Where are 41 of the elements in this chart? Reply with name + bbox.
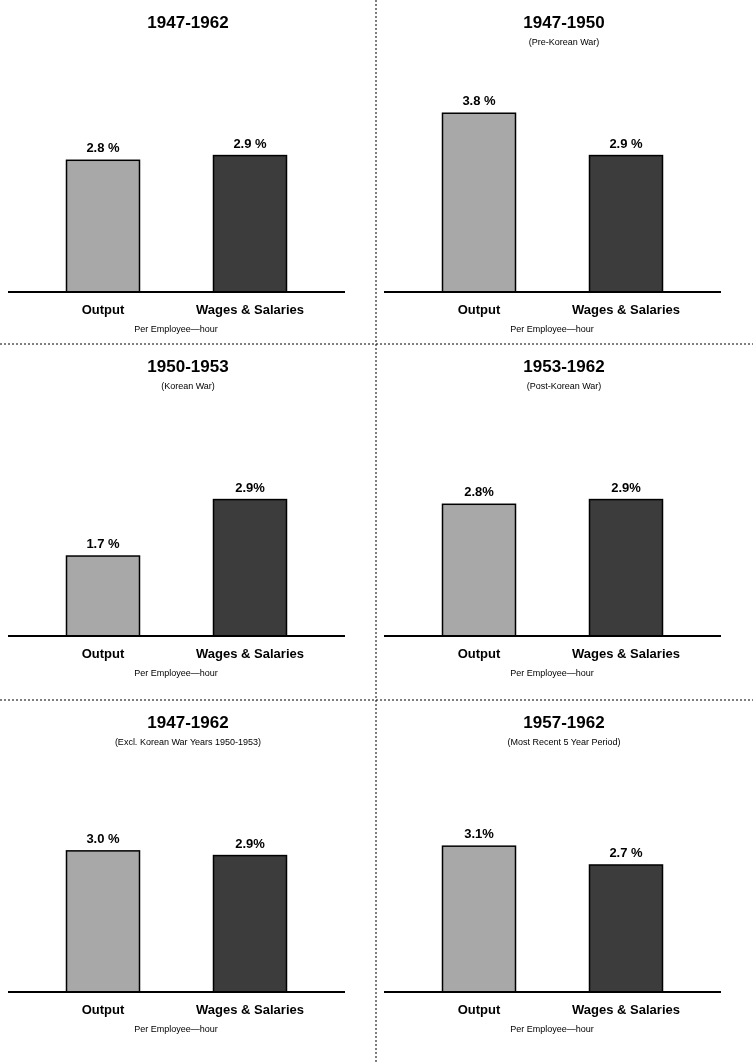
chart-subtitle: (Korean War) xyxy=(161,381,215,391)
x-tick-label: Wages & Salaries xyxy=(196,1002,304,1017)
data-label: 3.1% xyxy=(464,826,495,842)
chart-subtitle: (Pre-Korean War) xyxy=(528,37,600,47)
x-tick-label: Wages & Salaries xyxy=(572,302,680,317)
data-label: 2.9% xyxy=(235,835,266,851)
x-tick-label: Wages & Salaries xyxy=(196,302,304,317)
data-label: 2.9% xyxy=(235,479,266,495)
x-axis-title: Per Employee—hour xyxy=(134,324,218,334)
chart-title: 1947-1950 xyxy=(523,13,605,32)
chart-subtitle: (Post-Korean War) xyxy=(526,381,602,391)
x-tick-label: Output xyxy=(457,646,501,661)
x-axis-title: Per Employee—hour xyxy=(510,668,594,678)
chart-title: 1950-1953 xyxy=(147,357,229,376)
x-tick-label: Output xyxy=(81,1002,125,1017)
x-tick-label: Wages & Salaries xyxy=(572,646,680,661)
data-label: 2.9% xyxy=(611,479,642,495)
chart-subtitle: (Most Recent 5 Year Period) xyxy=(507,737,621,747)
x-axis-title: Per Employee—hour xyxy=(510,324,594,334)
x-axis-title: Per Employee—hour xyxy=(134,668,218,678)
data-label: 2.7 % xyxy=(609,844,644,860)
data-label: 1.7 % xyxy=(86,536,121,552)
chart-title: 1947-1962 xyxy=(147,13,229,32)
x-axis-title: Per Employee—hour xyxy=(510,1024,594,1034)
data-label: 2.8% xyxy=(464,484,495,500)
x-axis-title: Per Employee—hour xyxy=(134,1024,218,1034)
x-tick-label: Output xyxy=(81,646,125,661)
x-tick-label: Wages & Salaries xyxy=(196,646,304,661)
data-label: 2.9 % xyxy=(233,135,268,151)
x-tick-label: Output xyxy=(457,1002,501,1017)
data-label: 3.8 % xyxy=(462,93,497,109)
chart-title: 1957-1962 xyxy=(523,713,605,732)
chart-title: 1947-1962 xyxy=(147,713,229,732)
x-tick-label: Output xyxy=(457,302,501,317)
data-label: 3.0 % xyxy=(86,830,121,846)
x-tick-label: Output xyxy=(81,302,125,317)
chart-title: 1953-1962 xyxy=(523,357,605,376)
data-label: 2.8 % xyxy=(86,140,121,156)
x-tick-label: Wages & Salaries xyxy=(572,1002,680,1017)
chart-subtitle: (Excl. Korean War Years 1950-1953) xyxy=(114,737,262,747)
data-label: 2.9 % xyxy=(609,135,644,151)
